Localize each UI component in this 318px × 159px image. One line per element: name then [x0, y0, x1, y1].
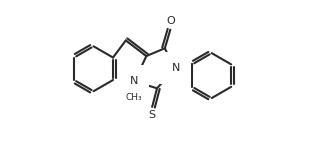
Text: S: S: [149, 110, 156, 120]
Text: N: N: [130, 76, 138, 86]
Text: O: O: [166, 16, 175, 26]
Text: N: N: [172, 63, 180, 73]
Text: CH₃: CH₃: [126, 93, 142, 102]
